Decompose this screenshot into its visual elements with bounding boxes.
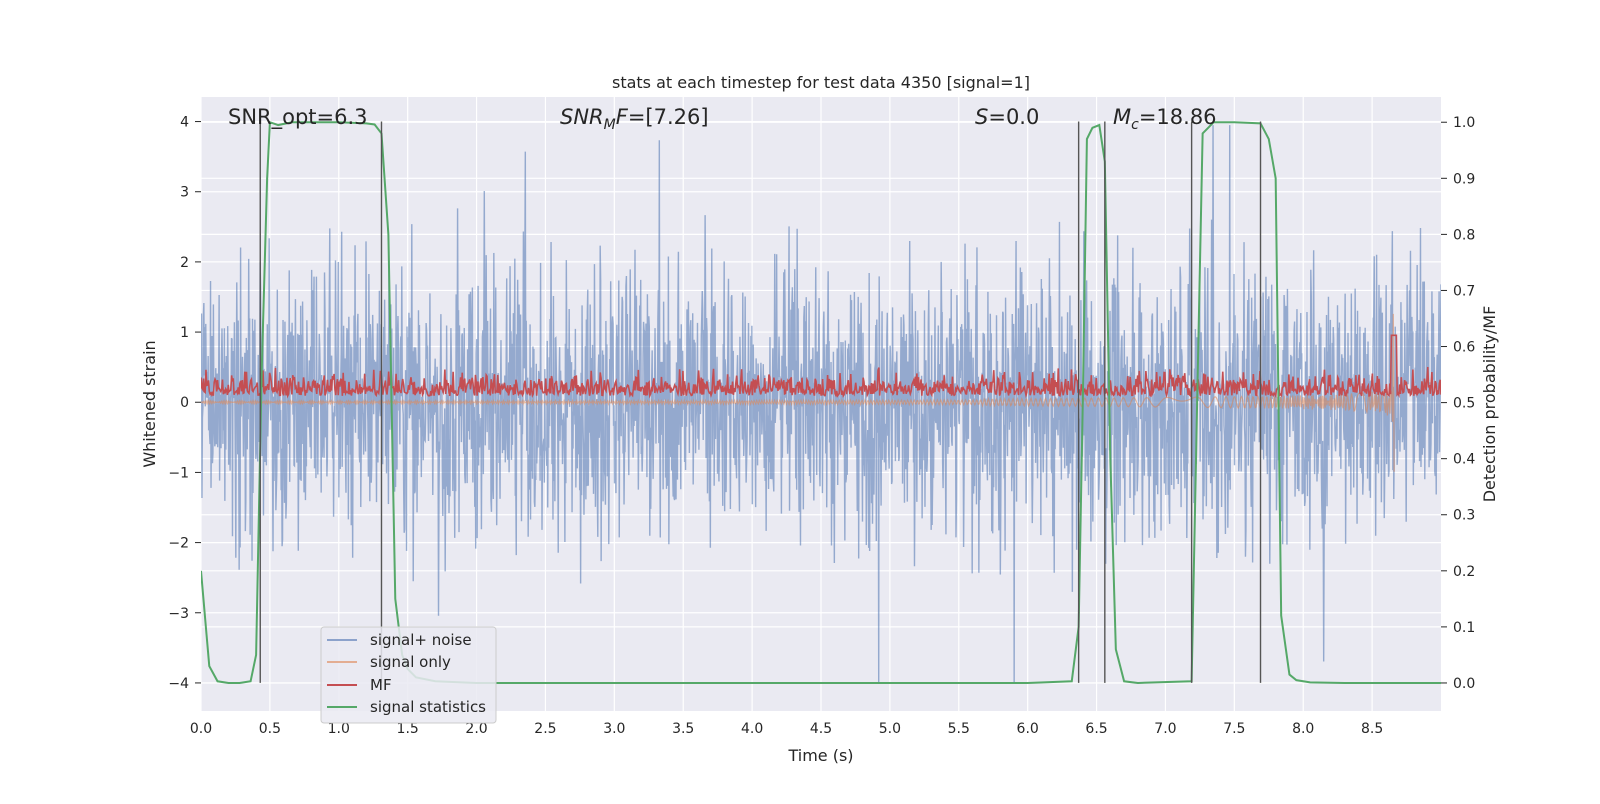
legend-label-mf: MF — [370, 676, 392, 694]
x-tick-label: 4.5 — [810, 721, 832, 737]
annotation-s: S=0.0 — [975, 105, 1039, 129]
y-tick-label-left: 1 — [180, 325, 189, 341]
y-tick-label-left: 3 — [180, 185, 189, 201]
y-axis-label-right: Detection probability/MF — [1480, 306, 1499, 503]
x-tick-label: 7.0 — [1154, 721, 1176, 737]
x-tick-label: 7.5 — [1223, 721, 1245, 737]
annotation-snr-mf: SNRMF=[7.26] — [560, 105, 709, 133]
legend-label-signal-only: signal only — [370, 653, 451, 671]
legend-box — [320, 626, 497, 724]
x-tick-label: 5.0 — [879, 721, 901, 737]
y-tick-label-left: −2 — [168, 536, 189, 552]
legend: signal+ noise signal only MF signal stat… — [320, 626, 497, 724]
y-tick-label-right: 0.0 — [1453, 676, 1475, 692]
y-tick-label-left: 4 — [180, 115, 189, 131]
y-tick-label-right: 0.1 — [1453, 620, 1475, 636]
x-tick-label: 3.5 — [672, 721, 694, 737]
y-tick-label-left: −1 — [168, 465, 189, 481]
annotation-snr-opt: SNR_opt=6.3 — [228, 105, 368, 130]
x-axis-label: Time (s) — [787, 746, 853, 765]
y-tick-label-right: 0.9 — [1453, 171, 1475, 187]
series-signal-statistics — [201, 120, 1441, 684]
x-tick-label: 5.5 — [948, 721, 970, 737]
series-mf — [201, 334, 1441, 399]
series-layer — [201, 120, 1441, 684]
x-tick-label: 8.0 — [1292, 721, 1314, 737]
tick-labels: 0.0 0.5 1.0 1.5 2.0 2.5 3.0 3.5 4.0 4.5 5.0 5.5 6.0 6… — [168, 115, 1475, 737]
x-tick-label: 1.5 — [397, 721, 419, 737]
y-tick-label-right: 0.8 — [1453, 227, 1475, 243]
y-tick-label-right: 1.0 — [1453, 115, 1475, 131]
chart-title: stats at each timestep for test data 435… — [612, 73, 1030, 92]
x-tick-label: 6.5 — [1085, 721, 1107, 737]
y-tick-label-right: 0.6 — [1453, 340, 1475, 356]
legend-label-signal-statistics: signal statistics — [370, 698, 486, 716]
y-tick-label-right: 0.3 — [1453, 508, 1475, 524]
y-tick-label-right: 0.2 — [1453, 564, 1475, 580]
series-signal-plus-noise — [201, 125, 1441, 683]
x-tick-label: 2.5 — [534, 721, 556, 737]
annotation-mc: Mc=18.86 — [1113, 105, 1217, 133]
legend-label-signal-noise: signal+ noise — [370, 631, 472, 649]
y-tick-label-left: −3 — [168, 606, 189, 622]
x-tick-label: 3.0 — [603, 721, 625, 737]
y-tick-label-left: 0 — [180, 395, 189, 411]
vertical-markers — [259, 121, 1262, 683]
y-tick-label-left: 2 — [180, 255, 189, 271]
x-tick-label: 6.0 — [1017, 721, 1039, 737]
x-tick-label: 0.0 — [190, 721, 212, 737]
y-axis-label-left: Whitened strain — [140, 340, 159, 467]
x-tick-label: 8.5 — [1361, 721, 1383, 737]
x-tick-label: 1.0 — [328, 721, 350, 737]
x-tick-label: 4.0 — [741, 721, 763, 737]
y-tick-label-left: −4 — [168, 676, 189, 692]
y-tick-label-right: 0.5 — [1453, 396, 1475, 412]
y-tick-label-right: 0.7 — [1453, 283, 1475, 299]
y-tick-label-right: 0.4 — [1453, 452, 1475, 468]
x-tick-label: 2.0 — [465, 721, 487, 737]
series-signal-only — [201, 313, 1395, 472]
x-tick-label: 0.5 — [259, 721, 281, 737]
